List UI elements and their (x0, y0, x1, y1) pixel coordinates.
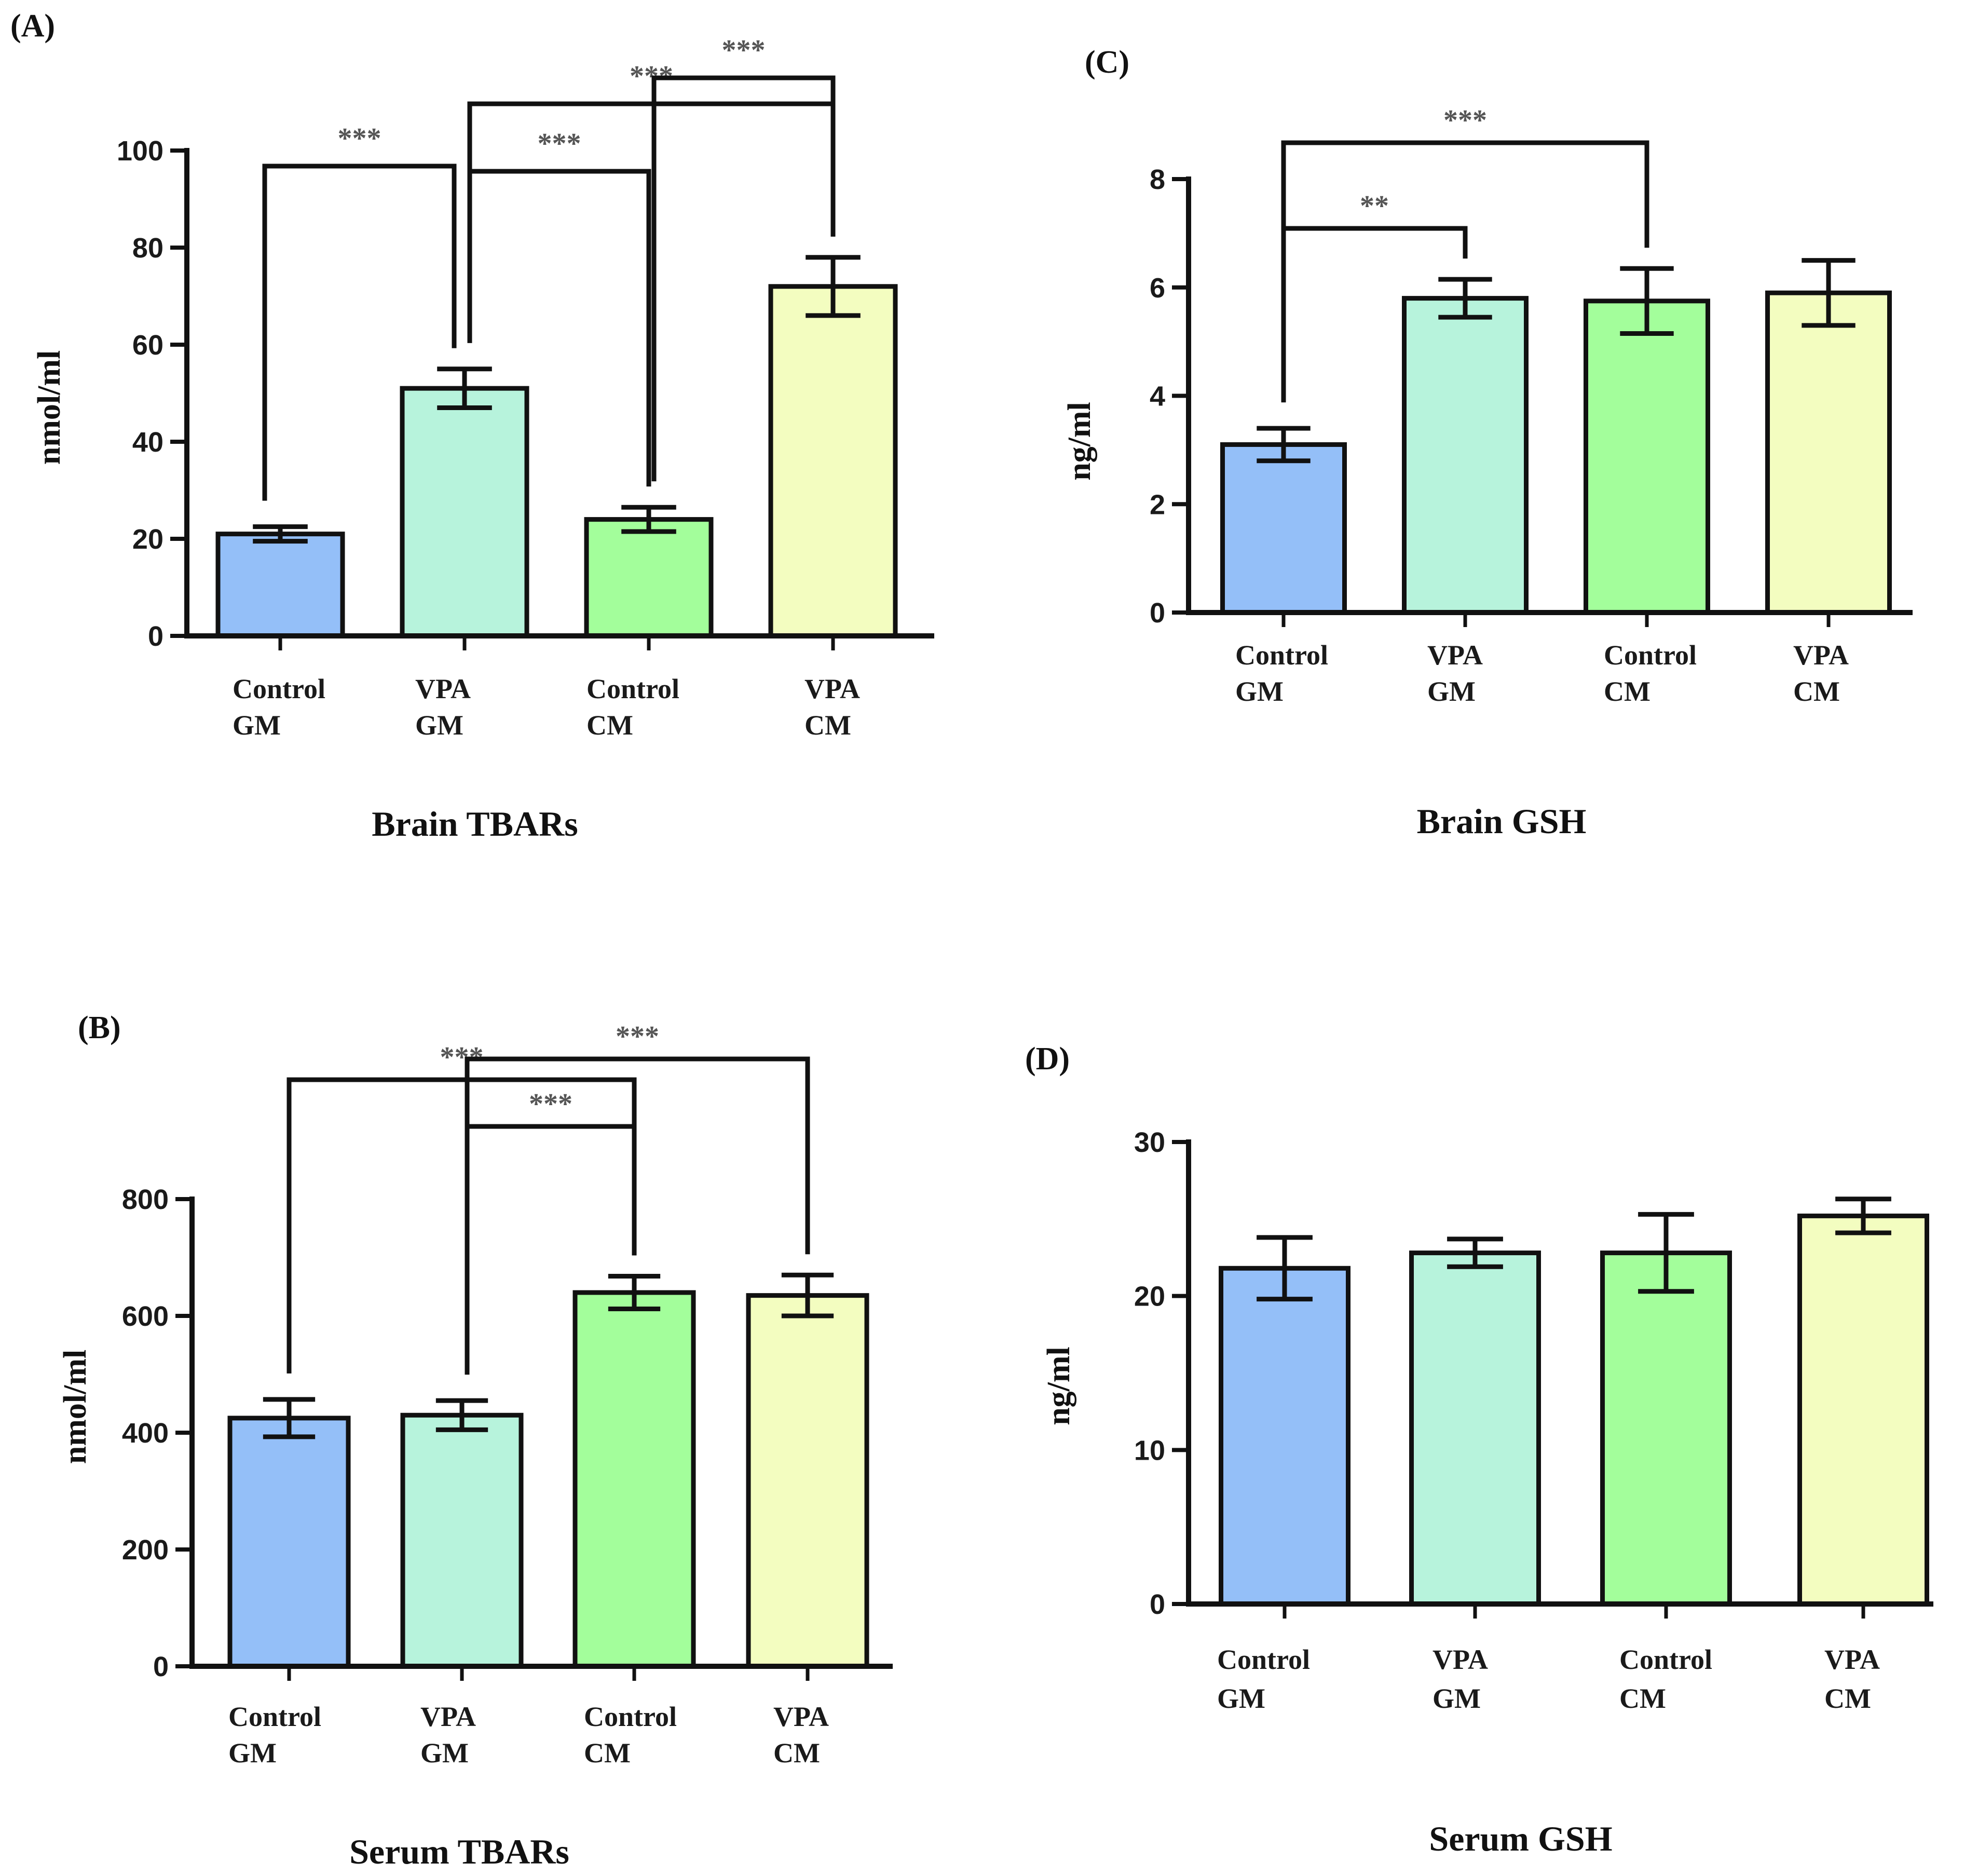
y-tick-label: 4 (1150, 381, 1165, 412)
category-label: GM (228, 1737, 277, 1769)
category-label: Control (1619, 1644, 1712, 1675)
chart-panel-d: (D) 0 10 20 30 ng/ml Control GM VPA GM Control CM VP… (1025, 1041, 1933, 1858)
category-label: VPA (420, 1701, 476, 1732)
category-label: Control (228, 1701, 321, 1732)
category-label: Control (233, 673, 325, 704)
y-tick-label: 0 (1150, 1589, 1165, 1620)
bar-vpa-cm (768, 284, 898, 638)
bar-control-cm (1584, 298, 1710, 615)
bar-vpa-gm (400, 1412, 524, 1669)
bar-control-cm (1600, 1250, 1732, 1607)
y-axis-label: nmol/ml (32, 350, 67, 465)
bar-vpa-cm (1765, 290, 1892, 615)
category-label: CM (1604, 676, 1650, 707)
bar-control-gm (215, 532, 345, 638)
significance-bracket (651, 75, 836, 482)
category-label: Control (1604, 640, 1697, 671)
significance-bracket (262, 164, 457, 501)
bar-control-cm (584, 517, 714, 638)
y-tick-label: 20 (132, 524, 163, 555)
bar-vpa-cm (1797, 1213, 1929, 1607)
category-label: GM (1235, 676, 1284, 707)
chart-title: Brain TBARs (372, 804, 578, 844)
chart-panel-b: (B) 0 200 400 600 800 nmol/ml Control GM VPA GM Con… (58, 1010, 893, 1871)
category-label: VPA (1433, 1644, 1488, 1675)
category-label: CM (1793, 676, 1840, 707)
significance-label: *** (616, 1021, 659, 1053)
y-tick-label: 400 (122, 1418, 169, 1449)
bar-vpa-gm (1402, 296, 1529, 615)
category-label: VPA (1824, 1644, 1880, 1675)
y-tick-label: 40 (132, 427, 163, 458)
category-label: CM (804, 710, 851, 741)
y-tick-label: 60 (132, 330, 163, 361)
significance-bracket (465, 1056, 810, 1375)
significance-label: *** (1443, 104, 1487, 137)
category-label: CM (586, 710, 633, 741)
category-label: VPA (1427, 640, 1483, 671)
bar-vpa-gm (1409, 1250, 1541, 1607)
y-tick-label: 2 (1150, 489, 1165, 520)
bar-control-gm (227, 1416, 351, 1669)
y-tick-label: 800 (122, 1184, 169, 1215)
category-label: CM (584, 1737, 631, 1769)
panel-label: (A) (10, 8, 55, 44)
chart-title: Brain GSH (1417, 801, 1587, 841)
panel-label: (D) (1025, 1041, 1070, 1077)
significance-label: *** (722, 34, 766, 66)
y-tick-label: 80 (132, 233, 163, 264)
significance-label: ** (1360, 190, 1389, 222)
significance-label: *** (529, 1088, 572, 1120)
y-tick-label: 100 (117, 135, 163, 167)
y-tick-label: 0 (1150, 597, 1165, 629)
category-label: CM (773, 1737, 820, 1769)
y-axis-label: nmol/ml (58, 1350, 93, 1464)
bar-control-gm (1220, 442, 1347, 615)
chart-title: Serum GSH (1429, 1819, 1612, 1858)
category-label: GM (233, 710, 281, 741)
y-tick-label: 0 (148, 621, 163, 652)
y-tick-label: 8 (1150, 164, 1165, 195)
category-label: GM (1427, 676, 1476, 707)
chart-title: Serum TBARs (349, 1832, 569, 1871)
category-label: GM (420, 1737, 469, 1769)
bar-vpa-gm (400, 386, 529, 638)
y-tick-label: 30 (1134, 1127, 1165, 1158)
bar-vpa-cm (746, 1293, 869, 1669)
category-label: Control (586, 673, 679, 704)
category-label: VPA (773, 1701, 829, 1732)
category-label: GM (1433, 1683, 1481, 1714)
category-label: VPA (804, 673, 860, 704)
category-label: VPA (1793, 640, 1849, 671)
significance-label: *** (338, 123, 381, 155)
category-label: CM (1619, 1683, 1666, 1714)
y-tick-label: 20 (1134, 1281, 1165, 1312)
y-tick-label: 0 (153, 1651, 169, 1682)
significance-label: *** (538, 128, 581, 160)
category-label: GM (1217, 1683, 1265, 1714)
y-tick-label: 600 (122, 1301, 169, 1332)
panel-label: (C) (1085, 45, 1129, 80)
bar-control-gm (1219, 1266, 1351, 1607)
significance-bracket (1281, 140, 1649, 403)
y-tick-label: 6 (1150, 273, 1165, 304)
category-label: Control (1217, 1644, 1310, 1675)
category-label: Control (1235, 640, 1328, 671)
category-label: CM (1824, 1683, 1871, 1714)
y-axis-label: ng/ml (1041, 1347, 1076, 1425)
category-label: Control (584, 1701, 677, 1732)
y-tick-label: 200 (122, 1534, 169, 1566)
category-label: GM (415, 710, 463, 741)
y-tick-label: 10 (1134, 1435, 1165, 1466)
category-label: VPA (415, 673, 471, 704)
y-axis-label: ng/ml (1062, 402, 1097, 481)
panel-label: (B) (78, 1010, 121, 1045)
chart-panel-a: (A) 0 20 40 60 80 100 nmol/ml Control GM VPA GM Cont… (10, 8, 934, 844)
chart-panel-c: (C) 0 2 4 6 8 ng/ml Control GM VPA GM Control CM VPA C… (1062, 45, 1913, 841)
bar-control-cm (572, 1290, 696, 1669)
